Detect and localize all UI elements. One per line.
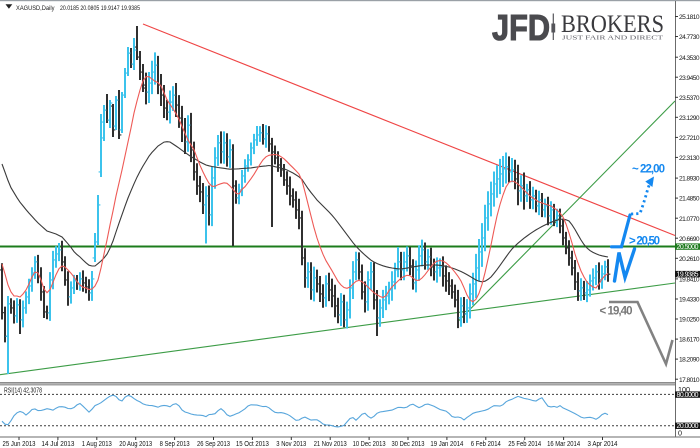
svg-text:0: 0 (678, 428, 682, 437)
svg-text:~ 22,00: ~ 22,00 (632, 164, 665, 176)
svg-text:80.0000: 80.0000 (677, 392, 699, 399)
svg-text:RSI(14) 42.3078: RSI(14) 42.3078 (4, 388, 42, 395)
svg-text:24.7730: 24.7730 (679, 34, 700, 41)
svg-text:24.3530: 24.3530 (679, 55, 700, 62)
svg-text:22.3130: 22.3130 (679, 155, 700, 162)
svg-text:3 Apr 2014: 3 Apr 2014 (588, 441, 618, 448)
svg-text:21.4850: 21.4850 (679, 196, 700, 203)
svg-text:14 Jul 2013: 14 Jul 2013 (41, 441, 74, 448)
svg-text:19.8410: 19.8410 (679, 277, 700, 284)
svg-text:< 19,40: < 19,40 (600, 306, 633, 318)
svg-text:18.6170: 18.6170 (679, 337, 700, 344)
svg-text:25 Feb 2014: 25 Feb 2014 (508, 441, 541, 448)
svg-text:25.1810: 25.1810 (679, 14, 700, 21)
svg-text:XAGUSD,Daily: XAGUSD,Daily (16, 5, 55, 12)
svg-text:21 Nov 2013: 21 Nov 2013 (314, 441, 347, 448)
svg-text:20.0185 20.0805 19.9147 19.938: 20.0185 20.0805 19.9147 19.9385 (60, 5, 140, 12)
svg-text:10 Dec 2013: 10 Dec 2013 (353, 441, 386, 448)
svg-text:1 Aug 2013: 1 Aug 2013 (82, 441, 112, 448)
svg-text:15 Oct 2013: 15 Oct 2013 (236, 441, 269, 448)
svg-text:20 Aug 2013: 20 Aug 2013 (119, 441, 152, 448)
svg-text:3 Nov 2013: 3 Nov 2013 (276, 441, 306, 448)
svg-text:21.0770: 21.0770 (679, 216, 700, 223)
svg-text:JUST FAIR AND DIRECT: JUST FAIR AND DIRECT (562, 34, 663, 41)
svg-text:21.8930: 21.8930 (679, 176, 700, 183)
svg-text:> 20,50: > 20,50 (629, 236, 660, 248)
svg-text:19 Jan 2014: 19 Jan 2014 (430, 441, 463, 448)
svg-text:30 Dec 2013: 30 Dec 2013 (392, 441, 425, 448)
svg-text:19.9385: 19.9385 (677, 271, 699, 278)
svg-text:25 Jun 2013: 25 Jun 2013 (3, 441, 36, 448)
svg-text:17.8010: 17.8010 (679, 377, 700, 384)
svg-text:8 Sep 2013: 8 Sep 2013 (160, 441, 190, 448)
svg-text:16 Mar 2014: 16 Mar 2014 (547, 441, 580, 448)
svg-text:100: 100 (678, 385, 690, 394)
svg-text:JFD: JFD (492, 7, 550, 48)
svg-text:23.5370: 23.5370 (679, 95, 700, 102)
svg-text:20.2610: 20.2610 (679, 256, 700, 263)
svg-text:20.6690: 20.6690 (679, 236, 700, 243)
svg-text:6 Feb 2014: 6 Feb 2014 (471, 441, 501, 448)
svg-text:22.7210: 22.7210 (679, 135, 700, 142)
svg-text:20.5000: 20.5000 (677, 244, 699, 251)
svg-text:BROKERS: BROKERS (561, 11, 664, 38)
svg-text:19.4330: 19.4330 (679, 297, 700, 304)
svg-text:19.0250: 19.0250 (679, 317, 700, 324)
svg-text:18.2090: 18.2090 (679, 357, 700, 364)
svg-text:20.0000: 20.0000 (677, 423, 699, 430)
svg-text:23.1290: 23.1290 (679, 115, 700, 122)
svg-text:26 Sep 2013: 26 Sep 2013 (197, 441, 230, 448)
svg-text:23.9450: 23.9450 (679, 75, 700, 82)
